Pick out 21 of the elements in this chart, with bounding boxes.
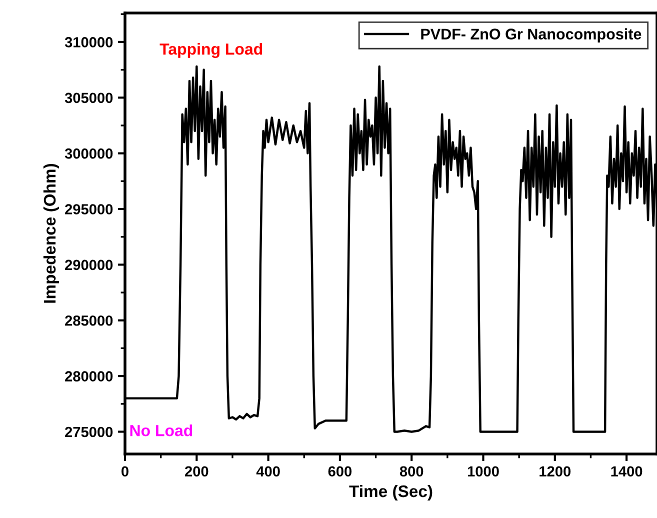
y-axis-title: Impedence (Ohm): [43, 164, 59, 303]
annotation: No Load: [130, 424, 192, 436]
x-tick-label: 400: [256, 466, 280, 477]
x-axis-title: Time (Sec): [349, 484, 432, 500]
y-tick-label: 280000: [65, 371, 113, 382]
x-tick-label: 200: [184, 466, 208, 477]
y-tick-label: 285000: [65, 315, 113, 326]
y-tick-label: 290000: [65, 260, 113, 270]
x-tick-label: 1200: [540, 466, 571, 477]
y-tick-label: 295000: [65, 204, 113, 214]
legend-label: PVDF- ZnO Gr Nanocomposite: [421, 28, 642, 43]
x-tick-label: 800: [400, 466, 424, 477]
annotation: Tapping Load: [160, 43, 262, 58]
y-tick-label: 310000: [64, 37, 113, 48]
y-tick-label: 275000: [65, 426, 113, 438]
x-tick-label: 600: [328, 466, 352, 477]
x-tick-label: 1000: [468, 466, 499, 477]
x-tick-label: 0: [122, 466, 128, 477]
y-tick-label: 300000: [64, 148, 113, 159]
y-tick-label: 305000: [64, 92, 113, 104]
x-tick-label: 1400: [611, 466, 642, 477]
